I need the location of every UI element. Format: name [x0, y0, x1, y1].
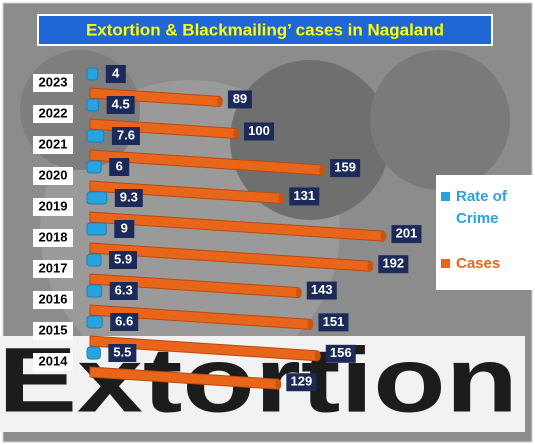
value-label: 131 — [293, 188, 315, 203]
value-label: 156 — [330, 345, 352, 360]
bar — [86, 346, 101, 360]
value-label-box — [106, 96, 135, 114]
value-label-box — [391, 225, 422, 244]
background-figure — [370, 50, 510, 190]
value-label-box — [114, 220, 135, 238]
value-label: 6.6 — [115, 313, 133, 328]
value-label: 5.5 — [113, 344, 131, 359]
value-label-box — [318, 313, 349, 332]
chart-title: Extortion & Blackmailing’ cases in Nagal… — [86, 20, 444, 39]
background-figure — [230, 60, 390, 220]
category-label-box — [33, 74, 73, 92]
value-label: 129 — [290, 374, 312, 389]
value-label: 159 — [334, 160, 356, 175]
value-label: 9.3 — [120, 189, 138, 204]
value-label: 192 — [382, 256, 404, 271]
value-label-box — [110, 313, 139, 331]
bar-cap — [275, 379, 282, 390]
category-label-box — [33, 260, 73, 278]
category-label: 2018 — [39, 229, 68, 244]
category-label: 2017 — [39, 260, 68, 275]
value-label-box — [244, 122, 274, 141]
bar-cap — [216, 96, 223, 107]
bar-cap — [307, 319, 314, 330]
bar — [86, 253, 102, 267]
bar-cap — [295, 287, 302, 298]
category-label-box — [33, 167, 73, 185]
legend-label: Rate of Crime — [456, 188, 508, 227]
category-label: 2020 — [39, 167, 68, 182]
value-label-box — [111, 127, 140, 145]
bar-cap — [314, 350, 321, 361]
bar — [86, 191, 108, 205]
value-label-box — [109, 282, 138, 300]
value-label-box — [286, 373, 317, 392]
value-label-box — [306, 281, 337, 300]
value-label-box — [108, 344, 137, 362]
value-label: 89 — [233, 91, 247, 106]
bar-cap — [380, 231, 387, 242]
value-label: 4.5 — [112, 96, 130, 111]
bar-cap — [278, 193, 285, 204]
bar-cap — [367, 261, 374, 272]
value-label: 4 — [112, 65, 120, 80]
value-label-box — [289, 187, 320, 206]
value-label-box — [325, 344, 356, 363]
value-label-box — [109, 251, 138, 269]
legend-label: Cases — [456, 255, 500, 272]
category-label: 2022 — [39, 105, 68, 120]
bar — [86, 129, 105, 143]
value-label: 9 — [121, 220, 128, 235]
value-label: 143 — [311, 282, 333, 297]
category-label: 2016 — [39, 291, 68, 306]
category-label: 2014 — [39, 353, 69, 368]
bar — [86, 315, 103, 329]
category-label: 2021 — [39, 136, 68, 151]
value-label-box — [105, 65, 126, 83]
category-label: 2023 — [39, 74, 68, 89]
value-label-box — [114, 189, 143, 207]
category-label-box — [33, 198, 73, 216]
category-label-box — [33, 105, 73, 123]
bar-cap — [233, 128, 239, 139]
category-label-box — [33, 291, 73, 309]
category-label: 2015 — [39, 322, 68, 337]
bar — [86, 67, 99, 81]
bar — [86, 160, 102, 174]
value-label: 151 — [323, 314, 345, 329]
category-label-box — [33, 353, 73, 371]
value-label: 6.3 — [115, 282, 133, 297]
category-label-box — [33, 322, 73, 340]
bar-cap — [319, 165, 326, 176]
bar — [86, 284, 103, 298]
value-label: 201 — [396, 226, 418, 241]
value-label-box — [109, 158, 130, 176]
value-label: 5.9 — [114, 251, 132, 266]
value-label: 6 — [116, 158, 123, 173]
category-label-box — [33, 136, 73, 154]
title-box — [37, 14, 493, 46]
legend-swatch — [441, 192, 450, 201]
category-label-box — [33, 229, 73, 247]
value-label: 7.6 — [117, 127, 135, 142]
category-label: 2019 — [39, 198, 68, 213]
bar — [86, 222, 107, 236]
value-label-box — [330, 159, 361, 178]
legend-box — [436, 175, 535, 290]
value-label-box — [227, 90, 252, 109]
legend-swatch — [441, 259, 450, 268]
bar — [86, 98, 100, 112]
value-label-box — [378, 255, 409, 274]
value-label: 100 — [248, 123, 270, 138]
